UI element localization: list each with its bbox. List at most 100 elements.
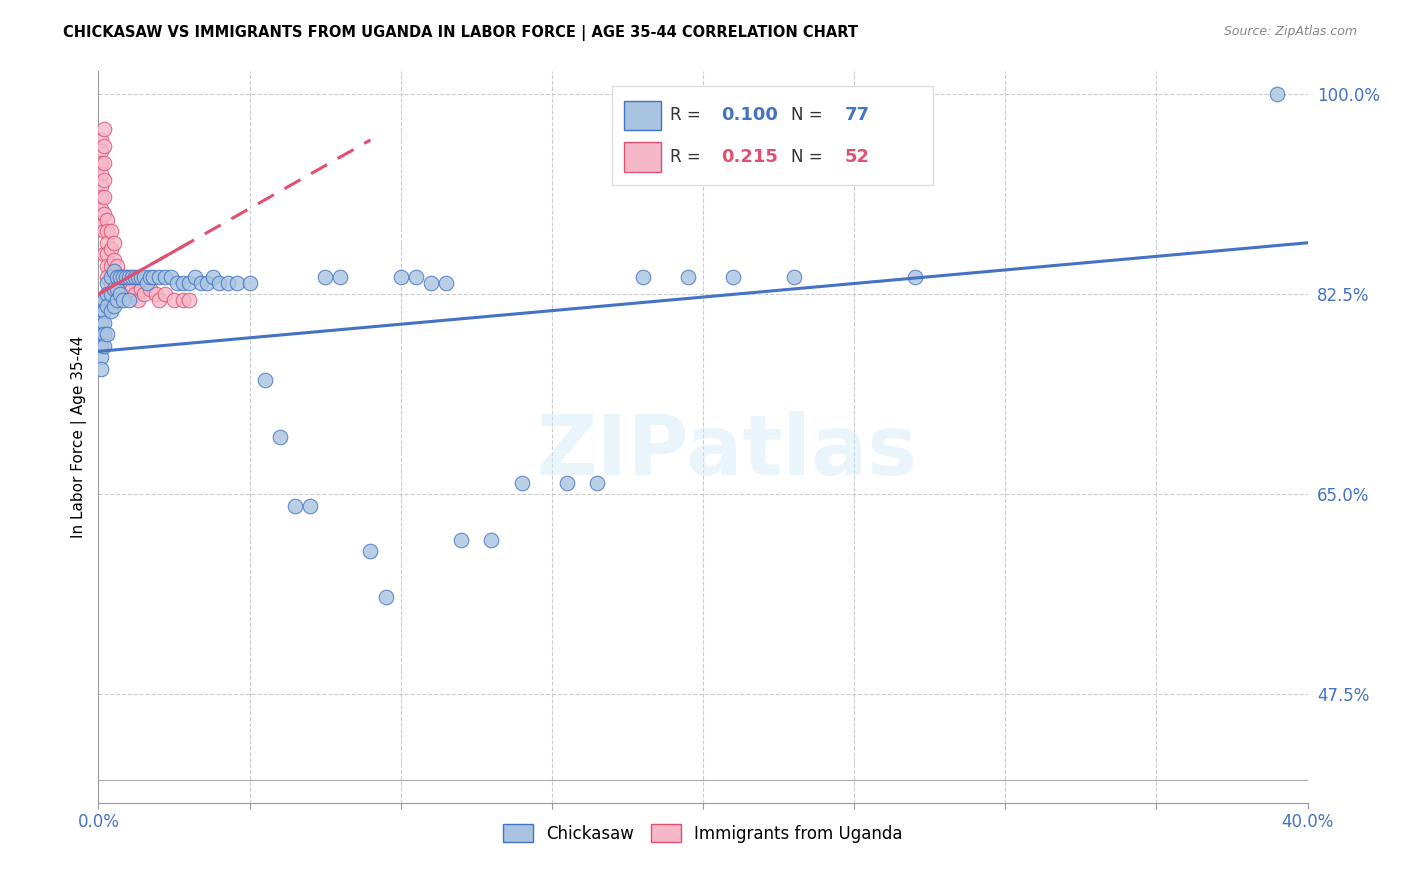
Point <box>127 270 149 285</box>
Point <box>374 590 396 604</box>
Point <box>90 155 112 169</box>
Point <box>90 327 112 342</box>
Point <box>96 247 118 261</box>
Point <box>93 327 115 342</box>
Point <box>148 270 170 285</box>
Point <box>93 247 115 261</box>
Point <box>160 270 183 285</box>
Point <box>389 270 412 285</box>
Point <box>555 475 578 490</box>
Point <box>723 270 745 285</box>
Point <box>142 270 165 285</box>
Text: 52: 52 <box>845 148 869 166</box>
Point <box>184 270 207 285</box>
Point <box>111 287 134 301</box>
Point <box>105 293 128 307</box>
Text: 0.100: 0.100 <box>721 106 778 124</box>
Text: ZIPatlas: ZIPatlas <box>537 411 918 492</box>
Point <box>108 270 131 285</box>
Text: CHICKASAW VS IMMIGRANTS FROM UGANDA IN LABOR FORCE | AGE 35-44 CORRELATION CHART: CHICKASAW VS IMMIGRANTS FROM UGANDA IN L… <box>63 25 858 41</box>
Point <box>96 224 118 238</box>
Point <box>299 499 322 513</box>
Point <box>179 293 201 307</box>
Point <box>239 276 262 290</box>
Point <box>481 533 503 547</box>
Text: N =: N = <box>792 106 828 124</box>
Point <box>139 281 162 295</box>
Point <box>172 276 194 290</box>
Point <box>360 544 382 558</box>
Point <box>103 299 125 313</box>
Point <box>132 270 155 285</box>
FancyBboxPatch shape <box>613 86 932 185</box>
Point <box>121 270 143 285</box>
Point <box>139 270 162 285</box>
Point <box>166 276 188 290</box>
Point <box>93 138 115 153</box>
Point <box>105 270 128 285</box>
Point <box>1267 87 1289 102</box>
Point <box>93 190 115 204</box>
Point <box>90 145 112 159</box>
Point <box>90 361 112 376</box>
Point <box>100 270 122 285</box>
Point <box>90 293 112 307</box>
Point <box>148 293 170 307</box>
Point <box>108 287 131 301</box>
Text: R =: R = <box>671 148 706 166</box>
Point <box>284 499 307 513</box>
Point <box>118 293 141 307</box>
Point <box>153 287 176 301</box>
Point <box>783 270 806 285</box>
Point <box>96 287 118 301</box>
Point <box>111 270 134 285</box>
Point <box>93 155 115 169</box>
Point <box>103 270 125 285</box>
Point <box>90 202 112 216</box>
Point <box>105 281 128 295</box>
Text: 0.215: 0.215 <box>721 148 778 166</box>
Point <box>96 287 118 301</box>
Point <box>631 270 654 285</box>
Point <box>90 167 112 181</box>
Point <box>93 304 115 318</box>
Point <box>90 219 112 233</box>
Text: N =: N = <box>792 148 828 166</box>
Text: R =: R = <box>671 106 706 124</box>
Point <box>145 287 167 301</box>
Point <box>405 270 427 285</box>
Point <box>105 259 128 273</box>
Point <box>108 270 131 285</box>
Point <box>586 475 609 490</box>
Point <box>96 259 118 273</box>
Point <box>93 173 115 187</box>
Point <box>96 213 118 227</box>
Point <box>96 270 118 285</box>
Point <box>124 287 146 301</box>
Point <box>329 270 352 285</box>
Point <box>111 293 134 307</box>
Point <box>100 304 122 318</box>
Point <box>93 224 115 238</box>
Point <box>676 270 699 285</box>
Point <box>124 270 146 285</box>
Point <box>93 339 115 353</box>
Point <box>253 373 276 387</box>
Point <box>93 121 115 136</box>
Point <box>904 270 927 285</box>
Point <box>114 276 136 290</box>
Point <box>90 190 112 204</box>
Point <box>226 276 249 290</box>
Point <box>153 270 176 285</box>
Bar <box>624 143 661 171</box>
Point <box>135 276 157 290</box>
Point <box>103 287 125 301</box>
Point <box>129 270 152 285</box>
Point <box>90 350 112 364</box>
Point <box>314 270 336 285</box>
Point <box>420 276 443 290</box>
Point <box>195 276 218 290</box>
Point <box>202 270 225 285</box>
Point <box>100 259 122 273</box>
Point <box>163 293 186 307</box>
